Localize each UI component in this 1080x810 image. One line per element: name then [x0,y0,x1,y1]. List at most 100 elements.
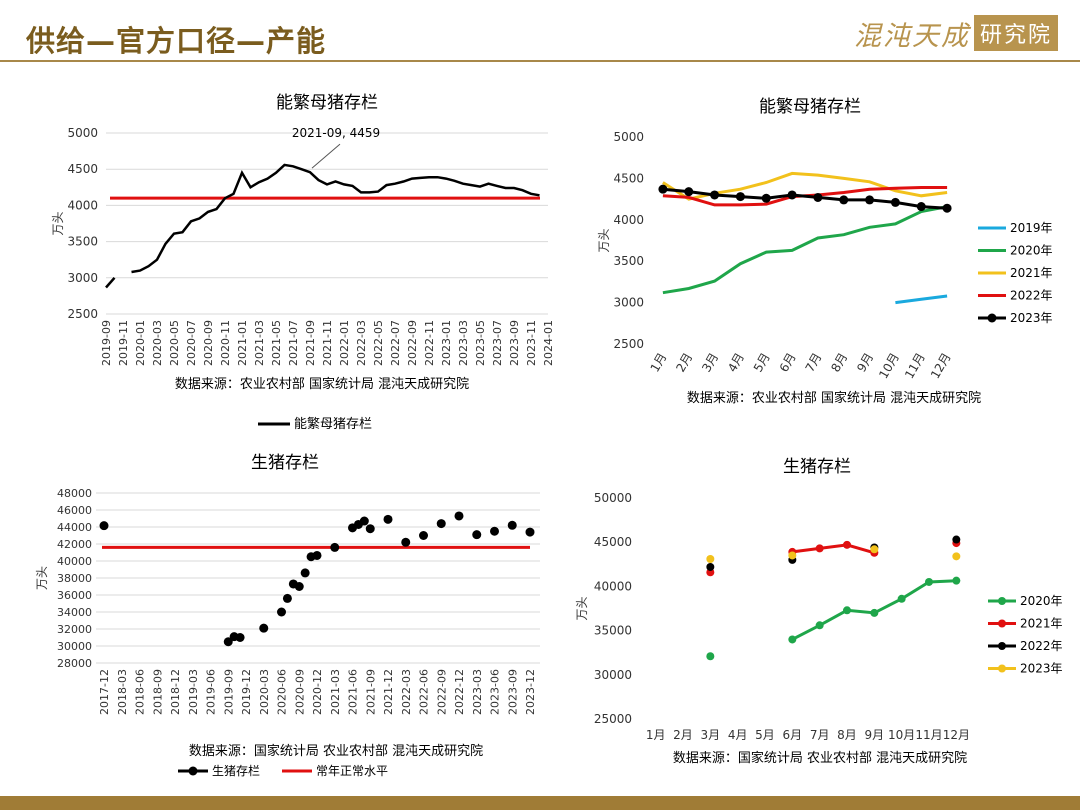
series-point [277,607,286,617]
legend-marker [987,313,997,323]
chart-title: 能繁母猪存栏 [276,93,378,113]
x-tick-label: 2019-09 [100,320,113,366]
series-point [870,608,879,617]
series-line-sow [105,276,116,289]
x-tick-label: 2021-06 [347,669,360,715]
x-tick-label: 2024-01 [542,320,555,366]
legend-label: 2020年 [1010,244,1053,258]
series-point [787,190,797,200]
chart-hog-seasonal: 生猪存栏 25000 30000 35000 40000 45000 50000 1月 2月 3月… [575,457,1063,766]
series-point [897,594,906,603]
y-tick-label: 32000 [57,623,92,636]
series-point [312,550,322,560]
y-tick-label: 35000 [594,624,632,638]
x-tick-label: 2018-03 [116,669,129,715]
series-point [761,193,771,203]
x-tick-label: 1月 [646,728,666,742]
chart-sow-seasonal: 能繁母猪存栏 2500 3000 3500 4000 4500 5000 1月 2月 3月 4月 5月… [597,97,1053,406]
logo-box-text: 研究院 [973,15,1058,51]
y-tick-label: 30000 [57,640,92,653]
y-tick-label: 48000 [57,487,92,500]
x-tick-label: 2021-12 [382,669,395,715]
x-tick-label: 2023-06 [489,669,502,715]
legend-label: 2023年 [1010,311,1053,325]
x-tick-label: 2021-03 [329,669,342,715]
x-tick-label: 8月 [828,351,850,375]
x-tick-label: 7月 [803,351,825,375]
x-tick-label: 8月 [837,728,857,742]
series-point [865,195,875,205]
legend-label: 生猪存栏 [212,763,260,778]
x-tick-label: 2023-01 [440,320,453,366]
x-tick-label: 2020-12 [311,669,324,715]
x-tick-label: 5月 [755,728,775,742]
x-tick-label: 2023-09 [506,669,519,715]
x-tick-label: 3月 [701,728,721,742]
y-tick-label: 28000 [57,657,92,670]
y-tick-label: 5000 [67,126,98,140]
series-point [525,527,535,537]
series-point [419,531,428,540]
header-divider [0,60,1080,62]
x-tick-label: 2020-03 [258,669,271,715]
y-tick-label: 38000 [57,572,92,585]
x-tick-label: 5月 [751,351,773,375]
x-tick-label: 2020-09 [202,320,215,366]
series-point [472,530,482,540]
x-tick-label: 2020-06 [276,669,289,715]
series-point [916,202,926,212]
series-point [454,511,464,521]
annotation-leader [311,143,341,169]
y-tick-label: 25000 [594,712,632,726]
x-tick-label: 2020-05 [168,320,181,366]
x-tick-label: 2月 [673,728,693,742]
x-tick-label: 9月 [865,728,885,742]
y-tick-label: 34000 [57,606,92,619]
series-point [383,514,393,524]
source-note: 数据来源：农业农村部 国家统计局 混沌天成研究院 [687,390,981,406]
y-tick-label: 40000 [594,579,632,593]
series-point [788,551,797,560]
x-tick-label: 2020-03 [151,320,164,366]
x-tick-label: 1月 [648,351,670,375]
legend-marker [998,642,1006,650]
series-point [300,568,310,578]
x-tick-label: 2018-09 [151,669,164,715]
x-tick-label: 2019-09 [222,669,235,715]
x-tick-label: 3月 [699,351,721,375]
x-tick-label: 2020-09 [293,669,306,715]
y-axis-label: 万头 [575,596,589,620]
x-tick-label: 2019-06 [205,669,218,715]
x-tick-label: 6月 [777,351,799,375]
legend-marker [998,664,1006,673]
x-tick-label: 2017-12 [98,669,111,715]
x-tick-label: 7月 [810,728,830,742]
series-line-2020年 [662,205,948,295]
x-tick-label: 2022-09 [406,320,419,366]
x-tick-label: 2022-11 [423,320,436,366]
series-line-sow [131,163,540,274]
series-point [710,190,720,200]
x-tick-label: 4月 [728,728,748,742]
x-tick-label: 2019-11 [117,320,130,366]
series-point [942,203,952,213]
series-point [706,562,715,571]
x-tick-label: 10月 [888,728,915,742]
legend-label: 能繁母猪存栏 [294,416,372,432]
series-point [436,519,446,529]
x-tick-label: 9月 [854,351,876,375]
x-tick-label: 2023-09 [508,320,521,366]
series-point [507,520,517,530]
x-tick-label: 2月 [673,351,695,375]
series-point [813,192,823,202]
x-tick-label: 11月 [915,728,942,742]
x-tick-label: 2018-12 [169,669,182,715]
x-tick-label: 12月 [943,728,970,742]
series-point [788,635,797,644]
x-tick-label: 2020-11 [219,320,232,366]
source-note: 数据来源：农业农村部 国家统计局 混沌天成研究院 [175,376,469,392]
series-line-2019年 [895,294,948,305]
legend-label: 2021年 [1010,266,1053,280]
series-point [684,187,694,197]
series-point [294,582,304,591]
